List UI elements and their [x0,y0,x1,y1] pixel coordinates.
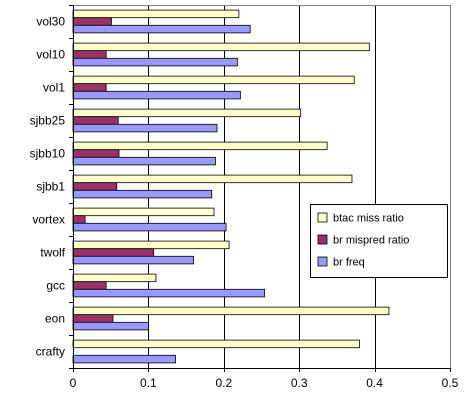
bar-twolf-1 [72,248,155,257]
bar-sjbb10-1 [72,149,120,158]
bar-vortex-2 [72,222,227,232]
bar-crafty-2 [72,354,176,364]
bar-sjbb1-2 [72,189,213,199]
bar-eon-2 [72,321,149,331]
bar-sjbb1-1 [72,182,118,191]
bar-gcc-1 [72,281,107,290]
category-label: vol30 [36,15,65,29]
legend-label: br mispred ratio [333,235,409,247]
bar-sjbb10-0 [72,141,328,151]
bar-vortex-0 [72,207,215,217]
bar-sjbb10-2 [72,156,216,166]
category-label: vol10 [36,48,65,62]
legend-label: btac miss ratio [333,213,404,225]
legend-label: br freq [333,257,365,269]
category-label: sjbb25 [30,114,66,128]
bar-vol1-2 [72,90,241,100]
category-label: gcc [46,279,65,293]
category-label: eon [45,312,65,326]
bar-sjbb1-0 [72,174,353,184]
category-label: vortex [32,213,65,227]
bar-twolf-0 [72,240,230,250]
bar-vol1-1 [72,83,107,92]
bar-eon-0 [72,306,390,316]
bar-vol10-1 [72,50,107,59]
bar-sjbb25-2 [72,123,218,133]
x-tick-label: 0.3 [291,376,308,390]
category-label: twolf [40,246,65,260]
bar-vol10-0 [72,42,370,52]
x-tick-label: 0.2 [215,376,232,390]
bar-vol30-2 [72,24,251,34]
legend: btac miss ratio br mispred ratio br freq [310,204,448,278]
bar-gcc-0 [72,273,157,283]
category-labels: vol30 vol10 vol1 sjbb25 sjbb10 sjbb1 vortex two… [30,15,66,359]
legend-swatch-0 [317,212,328,223]
axes [69,5,451,372]
x-tick-label: 0.5 [442,376,459,390]
bar-vol30-0 [72,9,240,19]
bar-sjbb25-1 [72,116,119,125]
legend-swatch-1 [317,234,328,245]
bar-sjbb25-0 [72,108,302,118]
bar-eon-1 [72,314,114,323]
bar-gcc-2 [72,288,265,298]
x-tick-label: 0 [70,376,77,390]
legend-swatch-2 [317,256,328,267]
bar-crafty-0 [72,339,360,349]
bar-twolf-2 [72,255,195,265]
x-tick-labels: 0 0.1 0.2 0.3 0.4 0.5 [70,376,459,390]
bar-vortex-1 [72,215,86,224]
category-label: vol1 [43,81,65,95]
legend-box [310,204,448,278]
bar-vol1-0 [72,75,355,85]
category-label: sjbb10 [30,147,66,161]
x-tick-label: 0.4 [366,376,383,390]
bar-vol30-1 [72,17,112,26]
bar-vol10-2 [72,57,238,67]
x-tick-label: 0.1 [140,376,157,390]
category-label: crafty [36,345,65,359]
category-label: sjbb1 [36,180,65,194]
